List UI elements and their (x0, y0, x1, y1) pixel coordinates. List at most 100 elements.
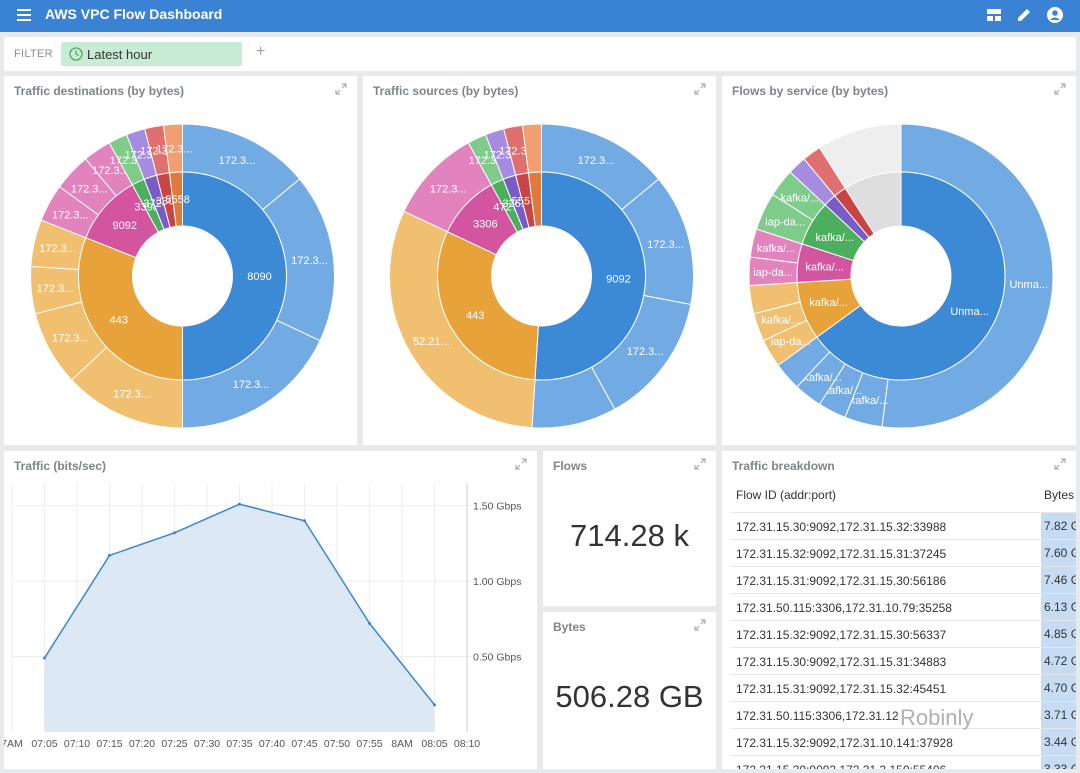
data-point[interactable] (433, 703, 436, 707)
panel-title: Traffic breakdown (732, 459, 835, 473)
panel-title: Traffic destinations (by bytes) (14, 84, 185, 98)
data-point[interactable] (108, 553, 111, 557)
table-row[interactable]: 172.31.15.30:9092,172.31.15.31:34883 4.72… (731, 647, 1076, 674)
table-row[interactable]: 172.31.15.31:9092,172.31.15.30:56186 7.46… (731, 566, 1076, 593)
expand-icon[interactable] (694, 619, 706, 631)
table-row[interactable]: 172.31.15.30:9092,172.31.15.32:33988 7.82… (731, 512, 1076, 539)
table-row[interactable]: 172.31.50.115:3306,172.31.12 3.71 G (731, 701, 1076, 728)
destinations-outer-label: 172.3... (92, 165, 129, 177)
bytes-cell: 4.85 G (1041, 621, 1076, 647)
flow-id-cell: 172.31.15.32:9092,172.31.15.30:56337 (736, 628, 947, 642)
bytes-cell: 7.46 G (1041, 567, 1076, 593)
services-inner-segment[interactable] (816, 171, 1006, 381)
account-icon[interactable] (1046, 6, 1064, 24)
destinations-outer-label: 172.3... (37, 283, 74, 295)
data-point[interactable] (238, 502, 241, 506)
expand-icon[interactable] (515, 458, 527, 470)
sources-inner-segment[interactable] (534, 171, 646, 381)
services-outer-label: iap-da... (771, 336, 811, 348)
services-inner-segment[interactable] (844, 171, 902, 235)
filter-label: FILTER (14, 48, 53, 60)
x-tick-label: 7AM (4, 738, 23, 750)
bytes-cell: 4.70 G (1041, 675, 1076, 701)
x-tick-label: 07:25 (161, 738, 187, 750)
panel-title: Bytes (553, 620, 586, 634)
destinations-inner-label: 8090 (247, 271, 271, 283)
panel-title: Flows by service (by bytes) (732, 84, 889, 98)
table-row[interactable]: 172.31.50.115:3306,172.31.10.79:35258 6.1… (731, 593, 1076, 620)
destinations-inner-label: 9092 (112, 220, 136, 232)
expand-icon[interactable] (694, 83, 706, 95)
traffic-area-chart: 7AM 07:05 07:10 07:15 07:20 07:25 07:30 07:35 07… (4, 483, 521, 750)
panel-flows-by-service: Flows by service (by bytes) Unma... kafka… (722, 76, 1076, 445)
destinations-sunburst: 172.3... 172.3... 172.3... 172.3... 172.3...… (30, 123, 335, 429)
services-outer-label: kafka/... (757, 243, 796, 255)
bytes-cell: 3.44 G (1041, 729, 1076, 755)
sources-inner-segment[interactable] (527, 171, 542, 227)
destinations-inner-segment[interactable] (168, 171, 183, 227)
x-tick-label: 07:20 (129, 738, 155, 750)
time-filter-label: Latest hour (87, 47, 153, 62)
panel-traffic-breakdown: Traffic breakdown Flow ID (addr:port) By… (722, 451, 1076, 769)
destinations-outer-label: 172.3... (156, 143, 193, 155)
expand-icon[interactable] (335, 83, 347, 95)
flow-id-cell: 172.31.15.30:9092,172.31.3.150:55406 (736, 763, 946, 769)
x-tick-label: 07:55 (356, 738, 382, 750)
table-row[interactable]: 172.31.15.32:9092,172.31.10.141:37928 3.4… (731, 728, 1076, 755)
x-tick-label: 07:30 (194, 738, 220, 750)
add-filter-button[interactable]: + (256, 43, 266, 60)
bytes-cell: 3.33 G (1041, 756, 1076, 769)
destinations-inner-segment[interactable] (182, 171, 287, 381)
panel-traffic-destinations: Traffic destinations (by bytes) 172.3...… (4, 76, 357, 445)
services-outer-label: kafka/... (781, 193, 820, 205)
panel-title: Traffic sources (by bytes) (373, 84, 519, 98)
menu-icon[interactable] (16, 7, 32, 23)
flow-id-cell: 172.31.50.115:3306,172.31.12 (736, 709, 899, 723)
services-inner-label: kafka/... (805, 261, 844, 273)
expand-icon[interactable] (1054, 458, 1066, 470)
services-inner-label: kafka/... (809, 297, 848, 309)
sources-outer-label: 52.21... (413, 336, 450, 348)
sources-inner-segment[interactable] (437, 231, 539, 381)
data-point[interactable] (173, 531, 176, 535)
expand-icon[interactable] (1054, 83, 1066, 95)
sources-inner-label: 3306 (473, 218, 497, 230)
destinations-outer-label: 172.3... (233, 379, 270, 391)
column-header-bytes[interactable]: Bytes (1044, 488, 1075, 502)
expand-icon[interactable] (694, 458, 706, 470)
services-outer-label: kafka/... (803, 372, 842, 384)
destinations-inner-label: 443 (110, 314, 128, 326)
top-bar: AWS VPC Flow Dashboard (0, 0, 1080, 32)
destinations-outer-label: 172.3... (71, 183, 108, 195)
table-row[interactable]: 172.31.15.30:9092,172.31.3.150:55406 3.33… (731, 755, 1076, 769)
app-title: AWS VPC Flow Dashboard (45, 6, 223, 22)
flow-id-cell: 172.31.15.31:9092,172.31.15.32:45451 (736, 682, 947, 696)
services-outer-label: kafka/... (850, 395, 889, 407)
edit-icon[interactable] (1015, 6, 1033, 24)
data-point[interactable] (368, 621, 371, 625)
services-sunburst: Unma...kafka/...kafka/...kafka/...iap-da… (748, 123, 1054, 429)
services-outer-label: kafka/... (761, 314, 800, 326)
dashboard-icon[interactable] (985, 6, 1003, 24)
sources-sunburst: 172.3... 172.3... 172.3... 52.21... 172.3...… (389, 123, 695, 429)
bytes-cell: 6.13 G (1041, 594, 1076, 620)
y-tick-label: 1.50 Gbps (473, 501, 521, 513)
table-row[interactable]: 172.31.15.31:9092,172.31.15.32:45451 4.70… (731, 674, 1076, 701)
panel-title: Flows (553, 459, 588, 473)
table-row[interactable]: 172.31.15.32:9092,172.31.15.30:56337 4.85… (731, 620, 1076, 647)
sources-outer-label: 172.3... (627, 346, 664, 358)
column-header-flow-id[interactable]: Flow ID (addr:port) (736, 488, 837, 502)
destinations-inner-segment[interactable] (78, 237, 183, 381)
bytes-value: 506.28 GB (555, 679, 704, 714)
time-filter-chip[interactable]: Latest hour (61, 42, 242, 66)
flow-id-cell: 172.31.15.32:9092,172.31.15.31:37245 (736, 547, 947, 561)
destinations-outer-label: 172.3... (39, 243, 76, 255)
data-point[interactable] (303, 519, 306, 523)
services-inner-label: kafka/... (815, 232, 854, 244)
destinations-inner-label: 5558 (165, 194, 189, 206)
x-tick-label: 08:05 (421, 738, 447, 750)
data-point[interactable] (43, 656, 46, 660)
destinations-outer-label: 172.3... (219, 155, 256, 167)
table-row[interactable]: 172.31.15.32:9092,172.31.15.31:37245 7.60… (731, 539, 1076, 566)
sources-outer-label: 172.3... (578, 155, 615, 167)
